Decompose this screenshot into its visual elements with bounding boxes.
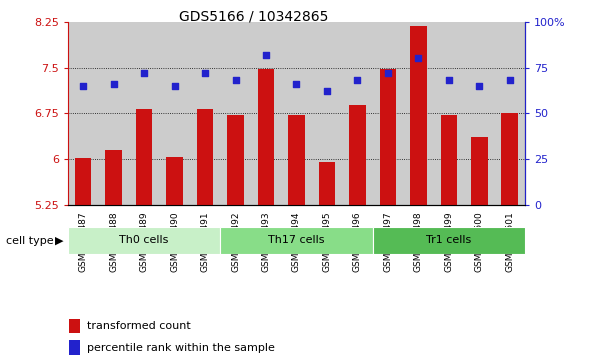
Point <box>505 78 514 83</box>
Point <box>322 89 332 94</box>
Point <box>170 83 179 89</box>
Point <box>109 81 118 87</box>
Text: transformed count: transformed count <box>87 321 191 331</box>
Point <box>414 56 423 61</box>
Point <box>261 52 271 58</box>
Bar <box>196 109 214 205</box>
Bar <box>379 69 396 205</box>
Bar <box>441 115 457 205</box>
Bar <box>68 227 220 254</box>
Text: Tr1 cells: Tr1 cells <box>426 236 471 245</box>
Text: GDS5166 / 10342865: GDS5166 / 10342865 <box>179 9 329 23</box>
Bar <box>410 26 427 205</box>
Bar <box>373 227 525 254</box>
Bar <box>136 109 152 205</box>
Bar <box>69 319 80 333</box>
Text: Th0 cells: Th0 cells <box>119 236 169 245</box>
Bar <box>220 227 373 254</box>
Point <box>444 78 454 83</box>
Bar <box>502 113 518 205</box>
Bar <box>166 158 183 205</box>
Bar <box>105 150 122 205</box>
Point <box>353 78 362 83</box>
Point <box>474 83 484 89</box>
Bar <box>75 158 91 205</box>
Bar <box>258 69 274 205</box>
Point <box>231 78 240 83</box>
Bar <box>319 162 335 205</box>
Text: ▶: ▶ <box>55 236 64 246</box>
Text: cell type: cell type <box>6 236 54 246</box>
Bar <box>69 340 80 355</box>
Point <box>139 70 149 76</box>
Bar <box>349 106 366 205</box>
Bar <box>227 115 244 205</box>
Point <box>200 70 210 76</box>
Bar <box>471 136 488 205</box>
Text: percentile rank within the sample: percentile rank within the sample <box>87 343 274 352</box>
Point <box>292 81 301 87</box>
Point <box>78 83 88 89</box>
Point <box>384 70 393 76</box>
Bar <box>288 115 305 205</box>
Text: Th17 cells: Th17 cells <box>268 236 324 245</box>
